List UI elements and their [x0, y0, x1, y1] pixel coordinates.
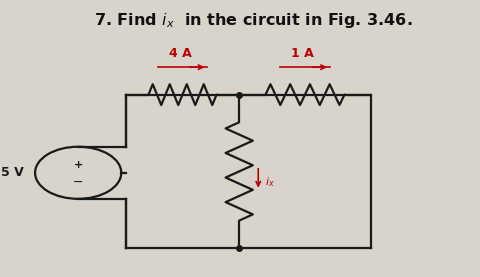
Text: $i_x$: $i_x$	[264, 175, 274, 189]
Text: 4 A: 4 A	[168, 47, 191, 60]
Text: −: −	[73, 176, 83, 189]
Text: +: +	[73, 160, 83, 170]
Text: 7. Find $i_x$  in the circuit in Fig. 3.46.: 7. Find $i_x$ in the circuit in Fig. 3.4…	[93, 11, 411, 30]
Text: 1 A: 1 A	[291, 47, 313, 60]
Text: 5 V: 5 V	[1, 166, 24, 179]
